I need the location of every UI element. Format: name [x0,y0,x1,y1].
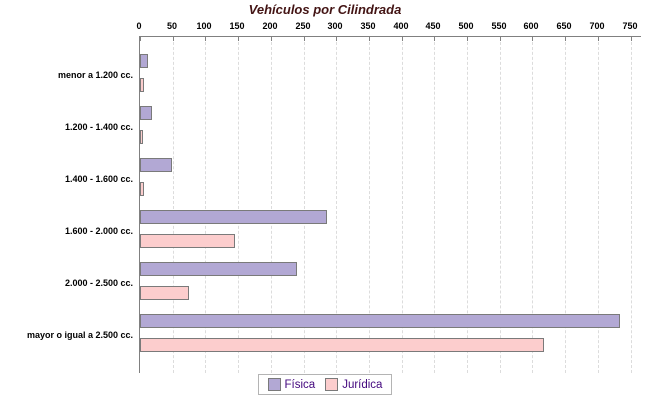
gridline-250 [304,37,305,373]
x-tick-label-400: 400 [393,21,409,31]
bar-fisica-row-1 [140,106,152,120]
tick-mark-700 [598,37,599,41]
tick-mark-600 [532,37,533,41]
x-tick-label-550: 550 [491,21,507,31]
gridline-200 [271,37,272,373]
tick-mark-0 [140,37,141,41]
gridline-300 [336,37,337,373]
bar-juridica-row-1 [140,130,143,144]
bar-fisica-row-2 [140,158,172,172]
category-label-2: 1.400 - 1.600 cc. [64,174,133,184]
category-label-1: 1.200 - 1.400 cc. [64,122,133,132]
category-label-5: mayor o igual a 2.500 cc. [26,330,133,340]
x-tick-label-150: 150 [229,21,245,31]
chart-title: Vehículos por Cilindrada [248,2,402,17]
category-label-4: 2.000 - 2.500 cc. [64,278,133,288]
legend-box: Física Jurídica [257,374,393,395]
category-label-3: 1.600 - 2.000 cc. [64,226,133,236]
x-tick-label-100: 100 [196,21,212,31]
tick-mark-250 [304,37,305,41]
legend-swatch-juridica [325,378,339,391]
gridline-450 [434,37,435,373]
x-tick-label-350: 350 [360,21,376,31]
tick-mark-750 [631,37,632,41]
bar-juridica-row-0 [140,78,144,92]
gridline-400 [402,37,403,373]
tick-mark-400 [402,37,403,41]
gridline-50 [173,37,174,373]
tick-mark-50 [173,37,174,41]
bar-fisica-row-4 [140,262,297,276]
gridline-700 [598,37,599,373]
tick-mark-500 [467,37,468,41]
legend-item-juridica: Jurídica [325,378,382,391]
tick-mark-450 [434,37,435,41]
gridline-150 [238,37,239,373]
x-tick-label-600: 600 [523,21,539,31]
bar-juridica-row-5 [140,338,544,352]
tick-mark-100 [205,37,206,41]
x-tick-label-650: 650 [556,21,572,31]
plot-area [139,36,641,373]
tick-mark-550 [500,37,501,41]
x-tick-label-250: 250 [295,21,311,31]
bar-juridica-row-2 [140,182,144,196]
category-label-0: menor a 1.200 cc. [57,70,133,80]
legend-item-fisica: Física [267,378,316,391]
gridline-600 [532,37,533,373]
gridline-750 [631,37,632,373]
bar-juridica-row-3 [140,234,235,248]
tick-mark-350 [369,37,370,41]
gridline-100 [205,37,206,373]
legend-label-juridica: Jurídica [342,378,383,391]
tick-mark-300 [336,37,337,41]
x-tick-label-0: 0 [136,21,142,31]
tick-mark-150 [238,37,239,41]
bar-fisica-row-5 [140,314,620,328]
x-tick-label-200: 200 [262,21,278,31]
x-tick-label-300: 300 [327,21,343,31]
x-tick-label-50: 50 [166,21,177,31]
gridline-350 [369,37,370,373]
tick-mark-200 [271,37,272,41]
x-tick-label-750: 750 [622,21,638,31]
x-tick-label-450: 450 [425,21,441,31]
bar-fisica-row-0 [140,54,148,68]
x-tick-label-500: 500 [458,21,474,31]
legend-label-fisica: Física [284,378,316,391]
legend-swatch-fisica [267,378,281,391]
gridline-500 [467,37,468,373]
bar-juridica-row-4 [140,286,189,300]
bar-fisica-row-3 [140,210,327,224]
x-tick-label-700: 700 [589,21,605,31]
legend: Física Jurídica [0,374,650,395]
tick-mark-650 [565,37,566,41]
gridline-650 [565,37,566,373]
gridline-550 [500,37,501,373]
